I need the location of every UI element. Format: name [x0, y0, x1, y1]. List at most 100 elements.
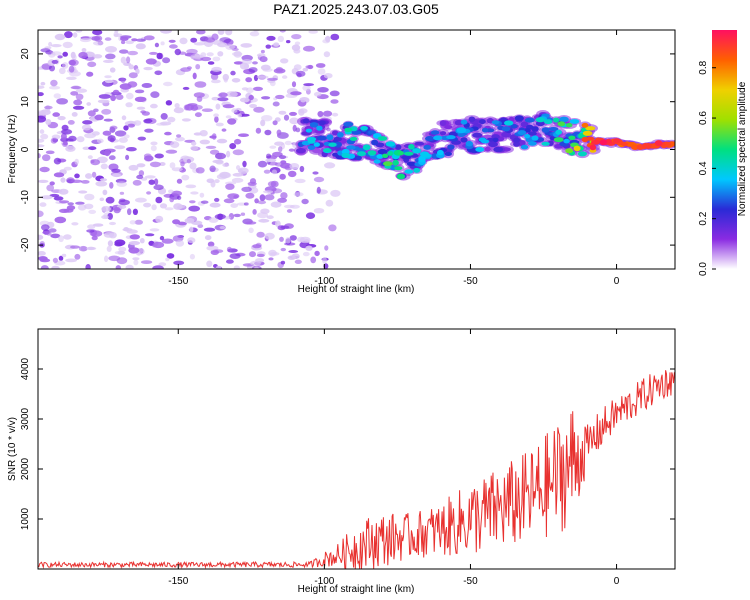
- track-peak: [541, 127, 550, 133]
- track-peak: [397, 151, 404, 156]
- track-peak: [559, 116, 569, 123]
- track-peak: [670, 141, 675, 147]
- noise-blob: [184, 217, 195, 224]
- track-peak: [392, 159, 399, 166]
- noise-blob: [219, 226, 226, 230]
- noise-blob: [189, 162, 197, 170]
- noise-blob: [190, 54, 202, 60]
- noise-blob: [278, 155, 287, 160]
- noise-blob: [121, 40, 126, 45]
- colorbar-tick-label: 0.2: [698, 211, 709, 225]
- track-peak: [439, 120, 447, 126]
- track-peak: [582, 130, 593, 136]
- noise-blob: [299, 236, 311, 244]
- noise-blob: [303, 83, 314, 87]
- noise-blob: [155, 196, 163, 204]
- noise-blob: [114, 145, 126, 150]
- noise-blob: [132, 257, 140, 261]
- noise-blob: [112, 89, 120, 95]
- noise-blob: [38, 234, 44, 240]
- noise-blob: [97, 99, 110, 104]
- noise-blob: [225, 115, 232, 119]
- noise-blob: [218, 92, 228, 98]
- track-peak: [328, 142, 337, 147]
- noise-blob: [163, 81, 173, 87]
- noise-blob: [70, 51, 76, 59]
- noise-blob: [199, 192, 205, 198]
- noise-blob: [303, 45, 315, 52]
- noise-blob: [215, 152, 226, 160]
- track-peak: [543, 119, 553, 125]
- track-peak: [528, 141, 537, 146]
- noise-blob: [186, 48, 198, 55]
- spectrogram-y-label: Frequency (Hz): [7, 115, 18, 184]
- noise-blob: [169, 196, 175, 203]
- track-peak: [309, 122, 319, 128]
- track-peak: [332, 130, 339, 136]
- track-peak: [513, 141, 521, 147]
- noise-blob: [149, 161, 161, 168]
- noise-blob: [135, 43, 146, 50]
- noise-blob: [185, 184, 197, 189]
- noise-blob: [125, 102, 133, 108]
- track-peak: [412, 148, 422, 154]
- noise-blob: [288, 148, 295, 152]
- noise-blob: [164, 131, 172, 136]
- track-peak: [376, 154, 384, 159]
- track-peak: [296, 148, 306, 154]
- noise-blob: [169, 162, 176, 169]
- noise-blob: [38, 210, 44, 218]
- noise-blob: [107, 240, 113, 247]
- noise-blob: [269, 145, 277, 149]
- noise-blob: [324, 162, 336, 169]
- noise-blob: [226, 259, 234, 264]
- noise-blob: [150, 145, 157, 152]
- noise-blob: [86, 229, 95, 233]
- noise-blob: [51, 51, 62, 56]
- noise-blob: [123, 62, 131, 66]
- noise-blob: [214, 197, 220, 202]
- noise-blob: [266, 35, 276, 41]
- noise-blob: [231, 78, 241, 83]
- noise-blob: [74, 173, 80, 179]
- noise-blob: [245, 221, 257, 225]
- noise-blob: [40, 133, 49, 140]
- colorbar-tick-label: 0.4: [698, 161, 709, 175]
- track-peak: [552, 117, 560, 123]
- noise-blob: [215, 265, 222, 269]
- noise-blob: [104, 75, 112, 79]
- noise-blob: [222, 104, 235, 109]
- noise-blob: [141, 83, 153, 88]
- snr-x-ticks: -150 -100 -50 0: [168, 329, 620, 587]
- noise-blob: [60, 133, 67, 140]
- noise-blob: [123, 134, 130, 139]
- noise-blob: [98, 94, 111, 99]
- noise-blob: [136, 106, 146, 110]
- noise-blob: [40, 48, 51, 53]
- noise-blob: [268, 257, 274, 261]
- noise-blob: [104, 255, 109, 263]
- noise-blob: [254, 198, 259, 204]
- noise-blob: [219, 172, 232, 179]
- noise-blob: [276, 129, 282, 136]
- noise-blob: [239, 113, 250, 117]
- noise-blob: [40, 195, 53, 200]
- noise-blob: [223, 198, 235, 204]
- noise-blob: [107, 212, 113, 220]
- noise-blob: [315, 63, 326, 68]
- noise-blob: [189, 200, 196, 204]
- noise-blob: [317, 68, 326, 75]
- noise-blob: [85, 173, 93, 179]
- noise-blob: [150, 103, 158, 109]
- noise-blob: [135, 68, 140, 75]
- track-peak: [590, 139, 601, 145]
- noise-blob: [88, 146, 97, 151]
- noise-blob: [72, 32, 78, 38]
- noise-blob: [108, 255, 121, 262]
- noise-blob: [146, 191, 152, 195]
- noise-blob: [48, 228, 57, 233]
- noise-blob: [140, 260, 153, 264]
- track-peak: [414, 141, 425, 146]
- noise-blob: [133, 259, 139, 266]
- track-peak: [425, 135, 435, 142]
